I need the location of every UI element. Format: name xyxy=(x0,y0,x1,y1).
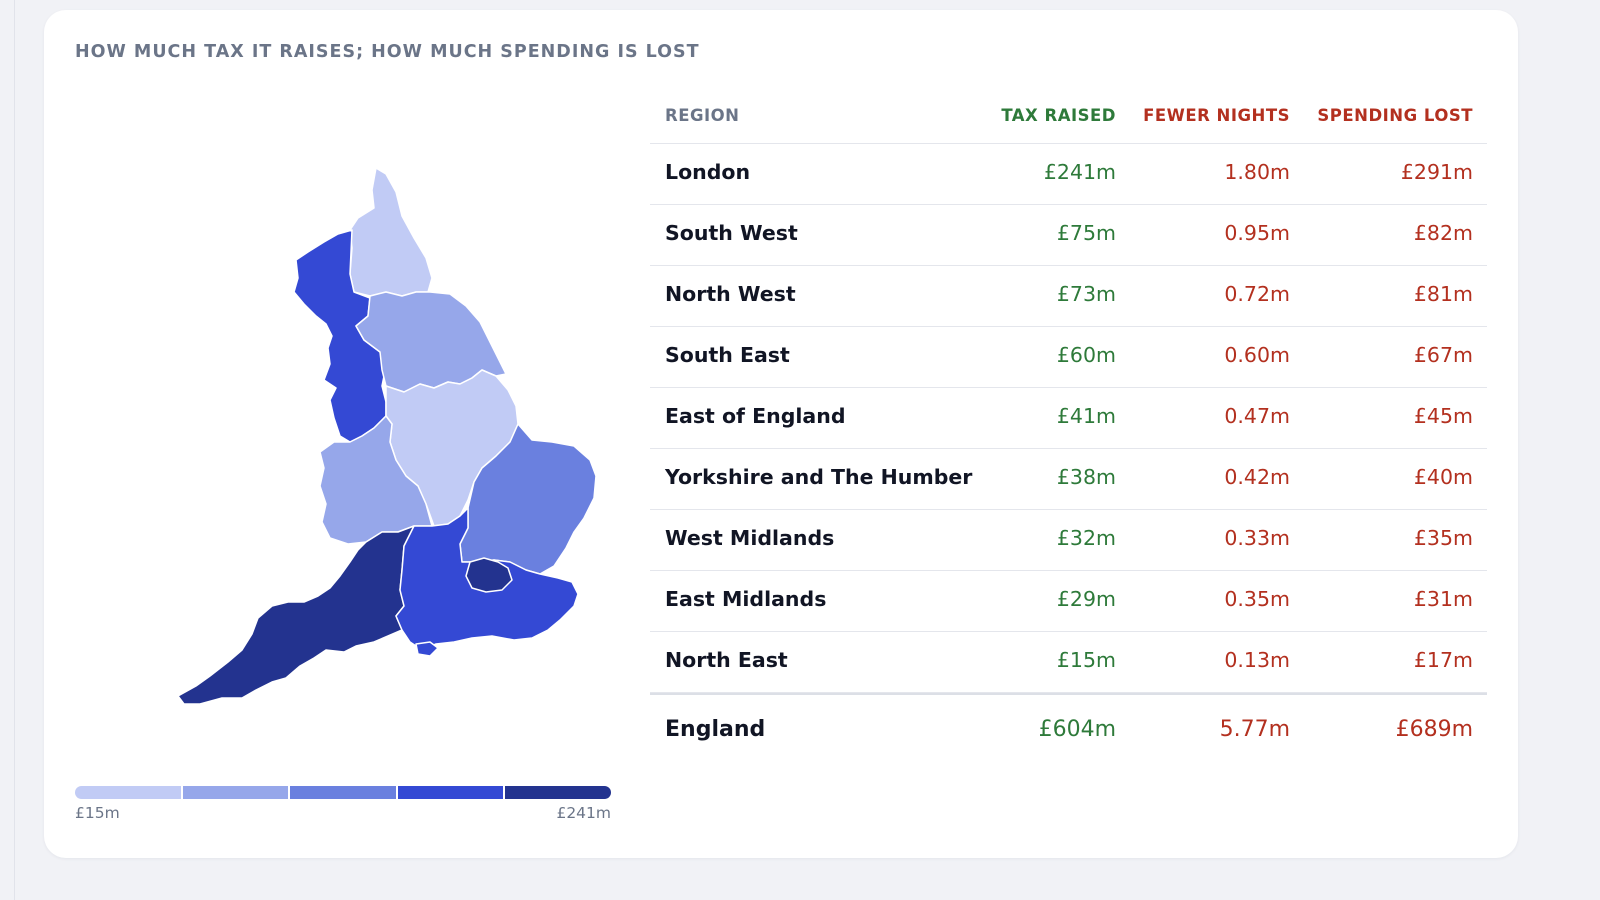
row-region: South East xyxy=(665,343,790,367)
map-region-west-midlands[interactable] xyxy=(319,415,433,545)
row-fewer-nights: 0.95m xyxy=(1224,221,1290,245)
row-fewer-nights: 0.13m xyxy=(1224,648,1290,672)
table-row[interactable]: North West £73m 0.72m £81m xyxy=(650,266,1487,327)
total-tax-raised: £604m xyxy=(1038,717,1116,742)
tax-card: HOW MUCH TAX IT RAISES; HOW MUCH SPENDIN… xyxy=(44,10,1518,858)
map-region-south-west[interactable] xyxy=(177,525,415,705)
row-region: Yorkshire and The Humber xyxy=(665,465,973,489)
legend-step-3 xyxy=(290,786,396,799)
row-spending-lost: £45m xyxy=(1413,404,1473,428)
table-row[interactable]: Yorkshire and The Humber £38m 0.42m £40m xyxy=(650,449,1487,510)
row-region: North West xyxy=(665,282,796,306)
map-region-isle-of-wight[interactable] xyxy=(415,641,439,657)
row-spending-lost: £67m xyxy=(1413,343,1473,367)
row-region: West Midlands xyxy=(665,526,835,550)
row-fewer-nights: 0.47m xyxy=(1224,404,1290,428)
row-tax-raised: £15m xyxy=(1056,648,1116,672)
row-region: East Midlands xyxy=(665,587,827,611)
row-fewer-nights: 1.80m xyxy=(1224,160,1290,184)
table-row[interactable]: North East £15m 0.13m £17m xyxy=(650,632,1487,693)
row-tax-raised: £29m xyxy=(1056,587,1116,611)
table-header: REGION TAX RAISED FEWER NIGHTS SPENDING … xyxy=(650,96,1487,144)
table-row[interactable]: West Midlands £32m 0.33m £35m xyxy=(650,510,1487,571)
row-fewer-nights: 0.33m xyxy=(1224,526,1290,550)
row-region: London xyxy=(665,160,751,184)
row-fewer-nights: 0.60m xyxy=(1224,343,1290,367)
row-tax-raised: £38m xyxy=(1056,465,1116,489)
row-tax-raised: £75m xyxy=(1056,221,1116,245)
row-tax-raised: £73m xyxy=(1056,282,1116,306)
header-region[interactable]: REGION xyxy=(665,106,740,125)
total-fewer-nights: 5.77m xyxy=(1219,717,1290,742)
row-spending-lost: £81m xyxy=(1413,282,1473,306)
row-tax-raised: £32m xyxy=(1056,526,1116,550)
total-region: England xyxy=(665,717,766,742)
legend-step-5 xyxy=(505,786,611,799)
total-spending-lost: £689m xyxy=(1395,717,1473,742)
row-spending-lost: £291m xyxy=(1400,160,1473,184)
table-row[interactable]: East of England £41m 0.47m £45m xyxy=(650,388,1487,449)
legend-step-2 xyxy=(182,786,289,799)
legend-step-4 xyxy=(397,786,504,799)
legend-max-label: £241m xyxy=(556,804,611,822)
row-tax-raised: £41m xyxy=(1056,404,1116,428)
header-tax-raised[interactable]: TAX RAISED xyxy=(1001,106,1116,125)
row-fewer-nights: 0.72m xyxy=(1224,282,1290,306)
region-table: REGION TAX RAISED FEWER NIGHTS SPENDING … xyxy=(650,96,1487,763)
color-legend: £15m £241m xyxy=(75,786,611,826)
row-spending-lost: £31m xyxy=(1413,587,1473,611)
england-region-map xyxy=(104,130,624,740)
legend-scale-bar xyxy=(75,786,611,799)
row-region: North East xyxy=(665,648,788,672)
table-row[interactable]: London £241m 1.80m £291m xyxy=(650,144,1487,205)
table-total-row: England £604m 5.77m £689m xyxy=(650,693,1487,763)
row-region: South West xyxy=(665,221,798,245)
page-edge xyxy=(0,0,15,900)
legend-min-label: £15m xyxy=(75,804,120,822)
row-tax-raised: £241m xyxy=(1043,160,1116,184)
card-title: HOW MUCH TAX IT RAISES; HOW MUCH SPENDIN… xyxy=(75,42,700,62)
row-fewer-nights: 0.35m xyxy=(1224,587,1290,611)
map-region-london[interactable] xyxy=(465,557,513,593)
legend-step-1 xyxy=(75,786,181,799)
row-spending-lost: £35m xyxy=(1413,526,1473,550)
row-region: East of England xyxy=(665,404,846,428)
header-spending-lost[interactable]: SPENDING LOST xyxy=(1317,106,1473,125)
map-region-north-east[interactable] xyxy=(349,167,433,297)
row-fewer-nights: 0.42m xyxy=(1224,465,1290,489)
row-tax-raised: £60m xyxy=(1056,343,1116,367)
table-row[interactable]: South East £60m 0.60m £67m xyxy=(650,327,1487,388)
row-spending-lost: £82m xyxy=(1413,221,1473,245)
table-row[interactable]: East Midlands £29m 0.35m £31m xyxy=(650,571,1487,632)
header-fewer-nights[interactable]: FEWER NIGHTS xyxy=(1143,106,1290,125)
row-spending-lost: £17m xyxy=(1413,648,1473,672)
row-spending-lost: £40m xyxy=(1413,465,1473,489)
table-row[interactable]: South West £75m 0.95m £82m xyxy=(650,205,1487,266)
